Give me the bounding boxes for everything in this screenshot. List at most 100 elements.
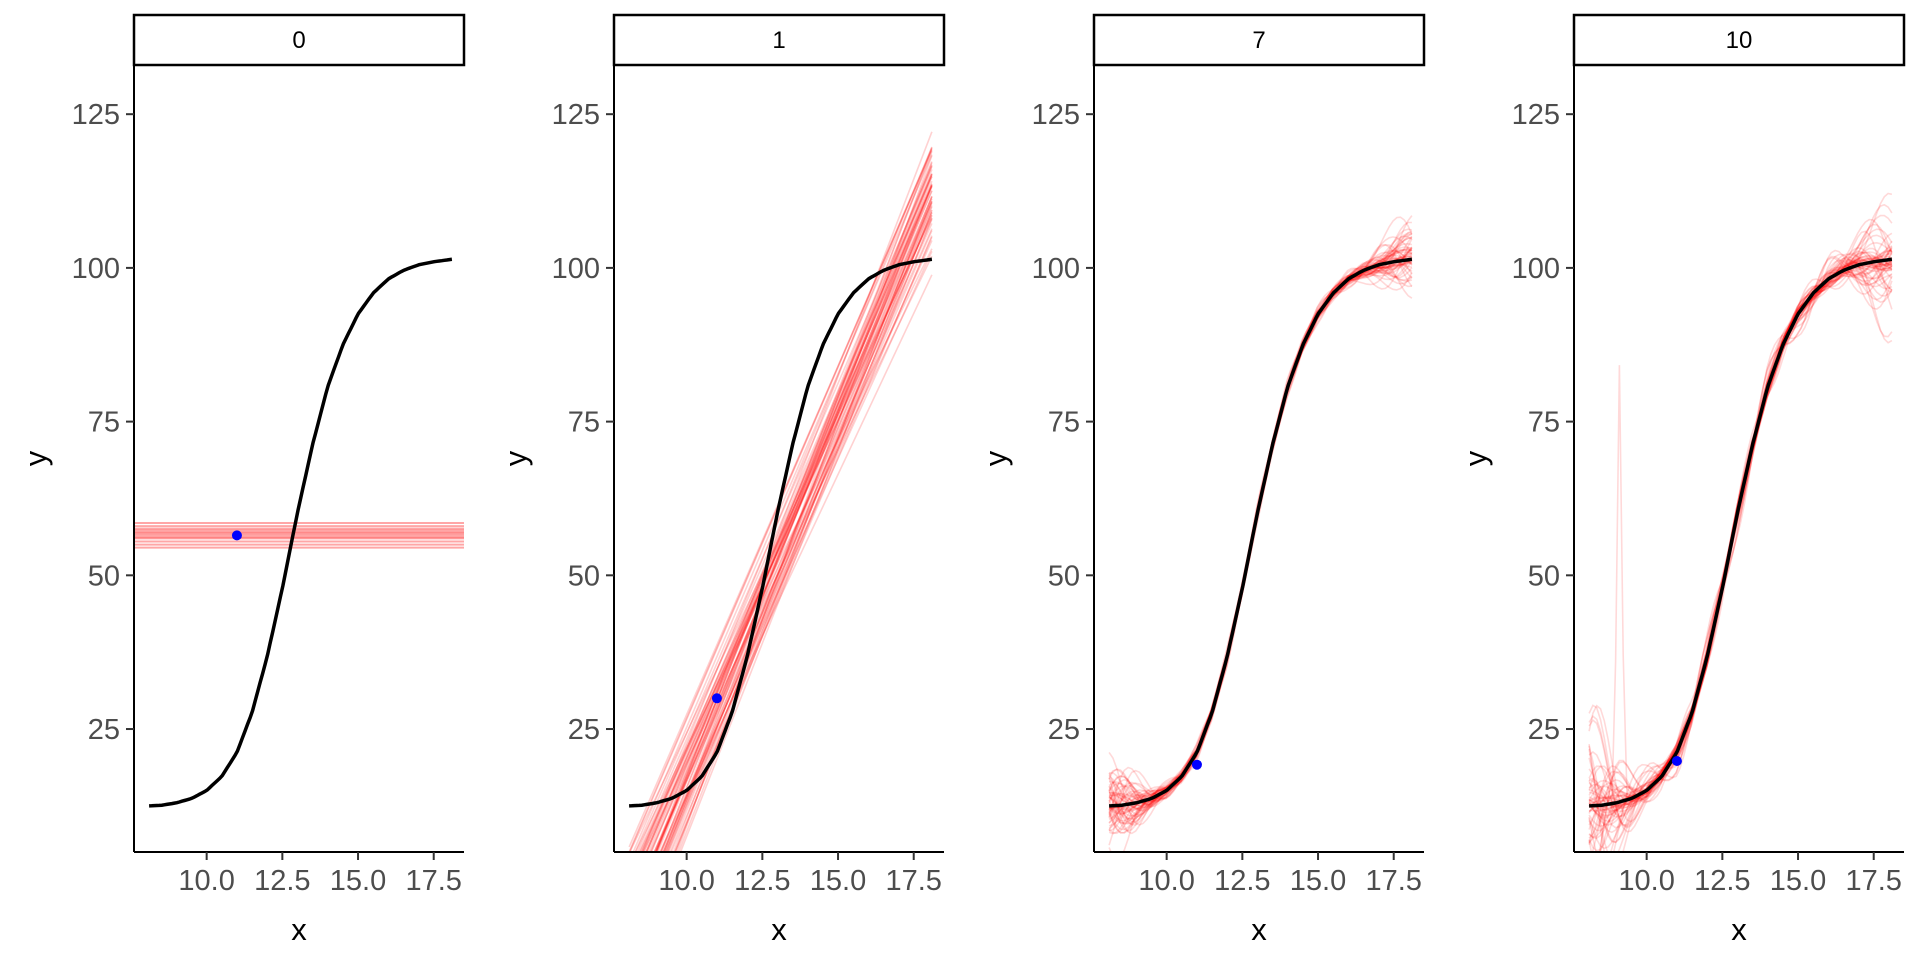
ensemble-line (649, 223, 933, 852)
ensemble-line (1588, 255, 1893, 818)
ensemble-line (1108, 255, 1412, 812)
ensemble-line (1588, 230, 1893, 830)
x-tick-label: 10.0 (178, 865, 234, 897)
strip-box (1572, 13, 1906, 67)
ensemble-line (1588, 255, 1893, 843)
ensemble-line (1588, 256, 1893, 823)
x-tick-label: 15.0 (1770, 865, 1826, 897)
ensemble-line (1108, 215, 1413, 815)
x-tick-label: 17.5 (1365, 865, 1421, 897)
ensemble-lines (134, 522, 464, 549)
ensemble-line (1588, 258, 1893, 808)
ensemble-line (1109, 255, 1412, 807)
ensemble-line (1109, 252, 1413, 810)
ensemble-line (1588, 251, 1893, 826)
y-tick-label: 25 (1048, 714, 1080, 746)
ensemble-line (1108, 265, 1413, 804)
strip-label: 7 (1252, 27, 1265, 54)
ensemble-line (1588, 246, 1893, 808)
ensemble-line (1588, 253, 1892, 814)
ensemble-line (1108, 236, 1413, 818)
y-tick-label: 75 (1528, 407, 1560, 439)
y-tick-label: 100 (552, 253, 600, 285)
y-tick-label: 125 (1032, 99, 1080, 131)
ensemble-line (1108, 233, 1412, 814)
ensemble-line (1588, 257, 1893, 800)
ensemble-lines (1108, 215, 1413, 852)
ensemble-line (1108, 236, 1413, 808)
x-tick-label: 12.5 (734, 865, 790, 897)
ensemble-line (1588, 258, 1893, 828)
y-tick-label: 50 (568, 560, 600, 592)
y-tick-label: 50 (88, 560, 120, 592)
ensemble-line (1108, 258, 1413, 810)
ensemble-line (1108, 254, 1413, 835)
ensemble-line (1588, 257, 1893, 844)
ensemble-line (1108, 268, 1413, 835)
ensemble-line (660, 174, 933, 852)
ensemble-line (642, 186, 933, 852)
ensemble-line (640, 184, 933, 852)
ensemble-line (1588, 232, 1893, 810)
y-tick-label: 50 (1048, 560, 1080, 592)
ensemble-line (654, 131, 933, 852)
data-point (1671, 756, 1682, 767)
ensemble-line (1108, 256, 1413, 831)
x-tick-label: 10.0 (1138, 865, 1194, 897)
ensemble-line (665, 147, 933, 852)
ensemble-line (1108, 257, 1413, 811)
strip-box (1092, 13, 1426, 67)
x-tick-label: 15.0 (810, 865, 866, 897)
ensemble-line (644, 202, 933, 852)
y-tick-label: 100 (1032, 253, 1080, 285)
ensemble-line (1108, 228, 1413, 807)
ensemble-line (645, 172, 933, 852)
ensemble-line (1108, 262, 1413, 806)
ensemble-line (1108, 230, 1413, 824)
ensemble-line (1588, 268, 1893, 813)
y-tick-label: 100 (1512, 253, 1560, 285)
ensemble-line (664, 211, 933, 852)
ensemble-line (1108, 249, 1413, 826)
ensemble-line (1588, 245, 1893, 818)
x-tick-label: 17.5 (405, 865, 461, 897)
ensemble-line (654, 209, 933, 852)
ensemble-line (1108, 236, 1413, 830)
y-tick-label: 25 (568, 714, 600, 746)
ensemble-line (1588, 256, 1893, 813)
ensemble-line (1108, 249, 1412, 810)
ensemble-line (1108, 256, 1413, 831)
ensemble-line (662, 201, 933, 852)
ensemble-line (1108, 216, 1413, 827)
ensemble-line (662, 169, 933, 852)
ensemble-line (655, 185, 933, 852)
ensemble-line (1108, 246, 1413, 825)
ensemble-line (1108, 237, 1412, 803)
ensemble-line (1108, 260, 1413, 814)
y-tick-label: 25 (88, 714, 120, 746)
ensemble-line (1588, 262, 1893, 829)
ensemble-line (1108, 242, 1413, 835)
ensemble-line (1589, 259, 1893, 817)
ensemble-line (1588, 253, 1893, 852)
strip-box (612, 13, 946, 67)
ensemble-line (1588, 246, 1893, 812)
ensemble-line (656, 183, 933, 852)
ensemble-line (645, 196, 933, 852)
ensemble-line (642, 255, 933, 852)
ensemble-line (1588, 249, 1893, 834)
ensemble-line (646, 206, 933, 852)
ensemble-line (659, 274, 933, 852)
ensemble-line (1588, 253, 1893, 823)
ensemble-line (674, 198, 933, 852)
ensemble-line (676, 155, 933, 852)
facet-panel-0: 0 25 50 75 100 125 10.0 12.5 15.0 17.5 x y (18, 13, 466, 947)
y-axis-title: y (978, 450, 1013, 466)
ensemble-line (1588, 251, 1893, 813)
ensemble-line (1108, 221, 1412, 809)
ensemble-line (1588, 261, 1893, 808)
y-tick-label: 50 (1528, 560, 1560, 592)
ensemble-line (1108, 259, 1413, 806)
ensemble-line (1108, 256, 1413, 821)
